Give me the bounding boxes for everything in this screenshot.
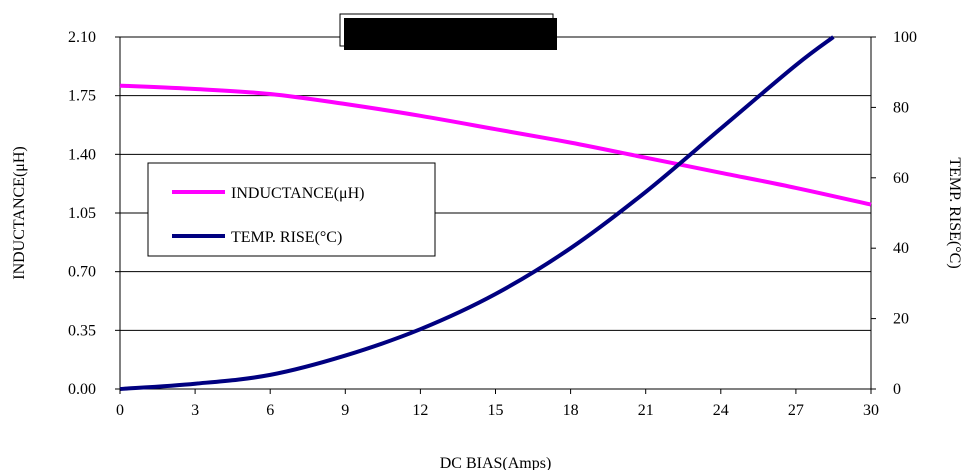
x-tick-label: 21 xyxy=(638,402,654,419)
x-tick-label: 9 xyxy=(341,402,349,419)
x-tick-label: 3 xyxy=(191,402,199,419)
legend-label-inductance: INDUCTANCE(μH) xyxy=(231,185,365,202)
y2-tick-label: 40 xyxy=(893,240,909,257)
y-tick-label: 2.10 xyxy=(68,29,96,46)
x-tick-label: 12 xyxy=(412,402,428,419)
x-tick-label: 15 xyxy=(488,402,504,419)
y2-tick-label: 80 xyxy=(893,99,909,116)
y2-tick-label: 100 xyxy=(893,29,917,46)
tick-label-layer: 0 3 6 9 12 15 18 21 24 27 30 0.00 0.35 0.70 1.05 1.40 1.… xyxy=(68,29,917,419)
series-layer xyxy=(119,35,872,391)
chart-title-box: VCHW104T-1R8MS5 xyxy=(339,13,557,50)
inductance-series-line xyxy=(119,83,872,207)
x-tick-label: 30 xyxy=(863,402,879,419)
x-tick-label: 6 xyxy=(266,402,274,419)
x-tick-label: 0 xyxy=(116,402,124,419)
chart-title: VCHW104T-1R8MS5 xyxy=(374,23,518,40)
y-axis-title: INDUCTANCE(μH) xyxy=(11,146,28,280)
legend-box xyxy=(147,162,436,257)
y2-axis-title: TEMP. RISE(°C) xyxy=(946,157,961,268)
y-tick-label: 1.40 xyxy=(68,146,96,163)
y2-tick-label: 60 xyxy=(893,170,909,187)
legend: INDUCTANCE(μH) TEMP. RISE(°C) xyxy=(147,162,436,257)
y2-tick-label: 20 xyxy=(893,311,909,328)
x-tick-label: 27 xyxy=(788,402,804,419)
x-tick-label: 18 xyxy=(563,402,579,419)
x-tick-label: 24 xyxy=(713,402,729,419)
x-axis-title: DC BIAS(Amps) xyxy=(440,455,552,470)
y-tick-label: 0.00 xyxy=(68,381,96,398)
y-tick-label: 0.70 xyxy=(68,264,96,281)
y-tick-label: 1.05 xyxy=(68,205,96,222)
y-tick-label: 0.35 xyxy=(68,322,96,339)
title-box-shadow xyxy=(344,18,557,50)
y-tick-label: 1.75 xyxy=(68,88,96,105)
temp-rise-series-line xyxy=(119,35,835,391)
legend-label-temp-rise: TEMP. RISE(°C) xyxy=(231,229,342,246)
y2-tick-label: 0 xyxy=(893,381,901,398)
